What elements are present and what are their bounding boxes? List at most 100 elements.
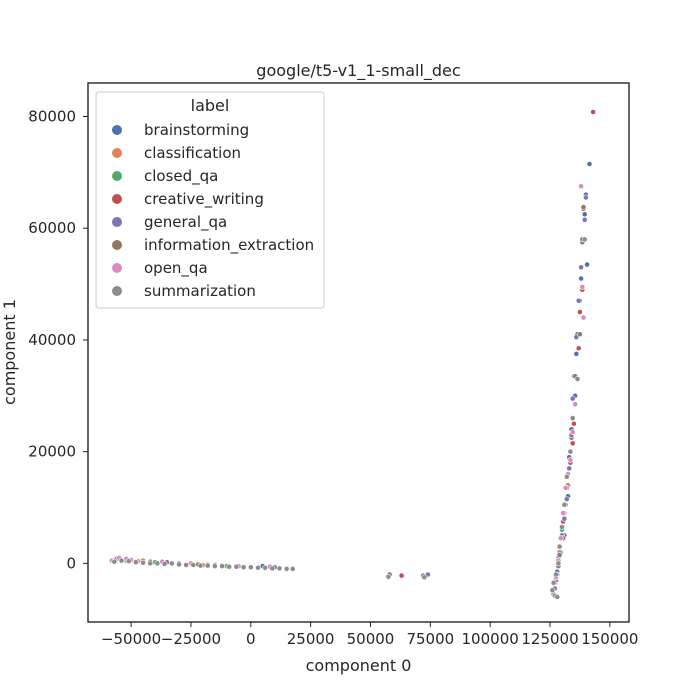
legend-entries: brainstorming classification closed_qacrea… <box>112 121 314 300</box>
point-summarization <box>289 566 296 572</box>
point-general-qa <box>581 216 588 223</box>
legend-marker-classification <box>112 148 122 158</box>
point-summarization <box>561 501 568 508</box>
point-summarization <box>154 560 161 567</box>
legend-label-creative-writing: creative_writing <box>144 190 264 209</box>
point-summarization <box>161 561 168 567</box>
x-tick-label: −25000 <box>161 630 221 648</box>
legend-box <box>95 91 325 309</box>
point-creative-writing <box>569 440 576 447</box>
chart-title: google/t5-v1_1-small_dec <box>256 61 460 81</box>
y-axis: 0 20000 40000 60000 80000 <box>28 108 88 572</box>
x-tick-label: −50000 <box>101 630 161 648</box>
point-summarization <box>132 559 139 566</box>
point-summarization <box>262 564 268 571</box>
point-general-qa <box>556 552 563 558</box>
x-tick-label: 75000 <box>406 630 454 648</box>
point-summarization <box>147 560 154 567</box>
point-summarization <box>204 562 211 569</box>
point-open-qa <box>572 401 578 408</box>
y-tick-label: 0 <box>66 554 76 572</box>
y-tick-label: 60000 <box>28 219 76 237</box>
point-summarization <box>385 573 392 580</box>
point-summarization <box>269 565 276 572</box>
point-open-qa <box>560 510 567 516</box>
point-creative-writing <box>571 420 577 427</box>
point-summarization <box>226 563 233 570</box>
legend-label-open-qa: open_qa <box>144 259 208 278</box>
point-summarization <box>247 564 254 571</box>
point-summarization <box>574 376 581 382</box>
legend-label-brainstorming: brainstorming <box>144 121 249 139</box>
point-open-qa <box>562 484 569 491</box>
point-summarization <box>581 236 588 243</box>
legend-marker-information-extraction <box>112 240 122 250</box>
point-general-qa <box>569 395 576 402</box>
x-tick-label: 125000 <box>521 630 578 648</box>
point-general-qa <box>583 194 589 201</box>
x-axis-label: component 0 <box>306 656 412 675</box>
legend-marker-summarization <box>112 286 122 296</box>
point-summarization <box>563 473 570 480</box>
point-summarization <box>554 594 561 600</box>
point-summarization <box>550 580 557 586</box>
point-summarization <box>240 564 247 571</box>
point-summarization <box>569 415 576 421</box>
points-layer <box>109 109 596 600</box>
point-brainstorming <box>586 161 593 167</box>
legend: label brainstorming classification closed_… <box>95 91 325 309</box>
legend-title: label <box>191 96 230 115</box>
point-summarization <box>255 564 261 571</box>
point-summarization <box>556 543 563 550</box>
point-open-qa <box>567 457 574 463</box>
legend-label-general-qa: general_qa <box>144 213 227 232</box>
point-information-extraction <box>580 204 587 210</box>
legend-label-information-extraction: information_extraction <box>144 236 314 255</box>
point-open-qa <box>580 314 587 321</box>
point-summarization <box>567 448 574 455</box>
point-open-qa <box>579 283 586 290</box>
point-general-qa <box>566 465 573 472</box>
y-axis-label: component 1 <box>0 299 19 405</box>
legend-marker-open-qa <box>112 263 122 273</box>
x-tick-label: 150000 <box>581 630 638 648</box>
y-tick-label: 20000 <box>28 443 76 461</box>
y-tick-label: 40000 <box>28 331 76 349</box>
point-general-qa <box>561 515 568 522</box>
point-summarization <box>176 561 182 568</box>
point-summarization <box>549 587 556 594</box>
plot-frame <box>87 82 630 623</box>
point-summarization <box>183 562 189 568</box>
point-summarization <box>559 524 565 530</box>
point-open-qa <box>557 535 564 542</box>
point-general-qa <box>563 496 570 502</box>
point-summarization <box>283 566 290 572</box>
point-general-qa <box>578 264 584 271</box>
legend-label-summarization: summarization <box>144 282 256 300</box>
x-tick-label: 0 <box>246 630 256 648</box>
legend-marker-closed-qa <box>112 171 122 181</box>
x-tick-label: 25000 <box>287 630 335 648</box>
legend-label-classification: classification <box>144 144 241 162</box>
point-information-extraction <box>577 331 583 338</box>
point-summarization <box>140 559 146 566</box>
point-summarization <box>111 558 118 565</box>
point-summarization <box>211 563 218 569</box>
point-brainstorming <box>578 275 584 282</box>
y-tick-label: 80000 <box>28 108 76 126</box>
point-summarization <box>553 571 559 578</box>
point-summarization <box>276 565 283 572</box>
point-summarization <box>118 557 125 564</box>
point-brainstorming <box>584 261 590 268</box>
point-summarization <box>421 574 428 581</box>
x-tick-label: 100000 <box>462 630 519 648</box>
legend-label-closed-qa: closed_qa <box>144 167 218 186</box>
point-brainstorming <box>573 350 580 357</box>
legend-marker-general-qa <box>112 217 122 227</box>
point-summarization <box>125 558 132 564</box>
point-open-qa <box>569 429 576 435</box>
point-summarization <box>168 560 175 567</box>
x-tick-label: 50000 <box>347 630 395 648</box>
legend-marker-creative-writing <box>112 194 122 204</box>
